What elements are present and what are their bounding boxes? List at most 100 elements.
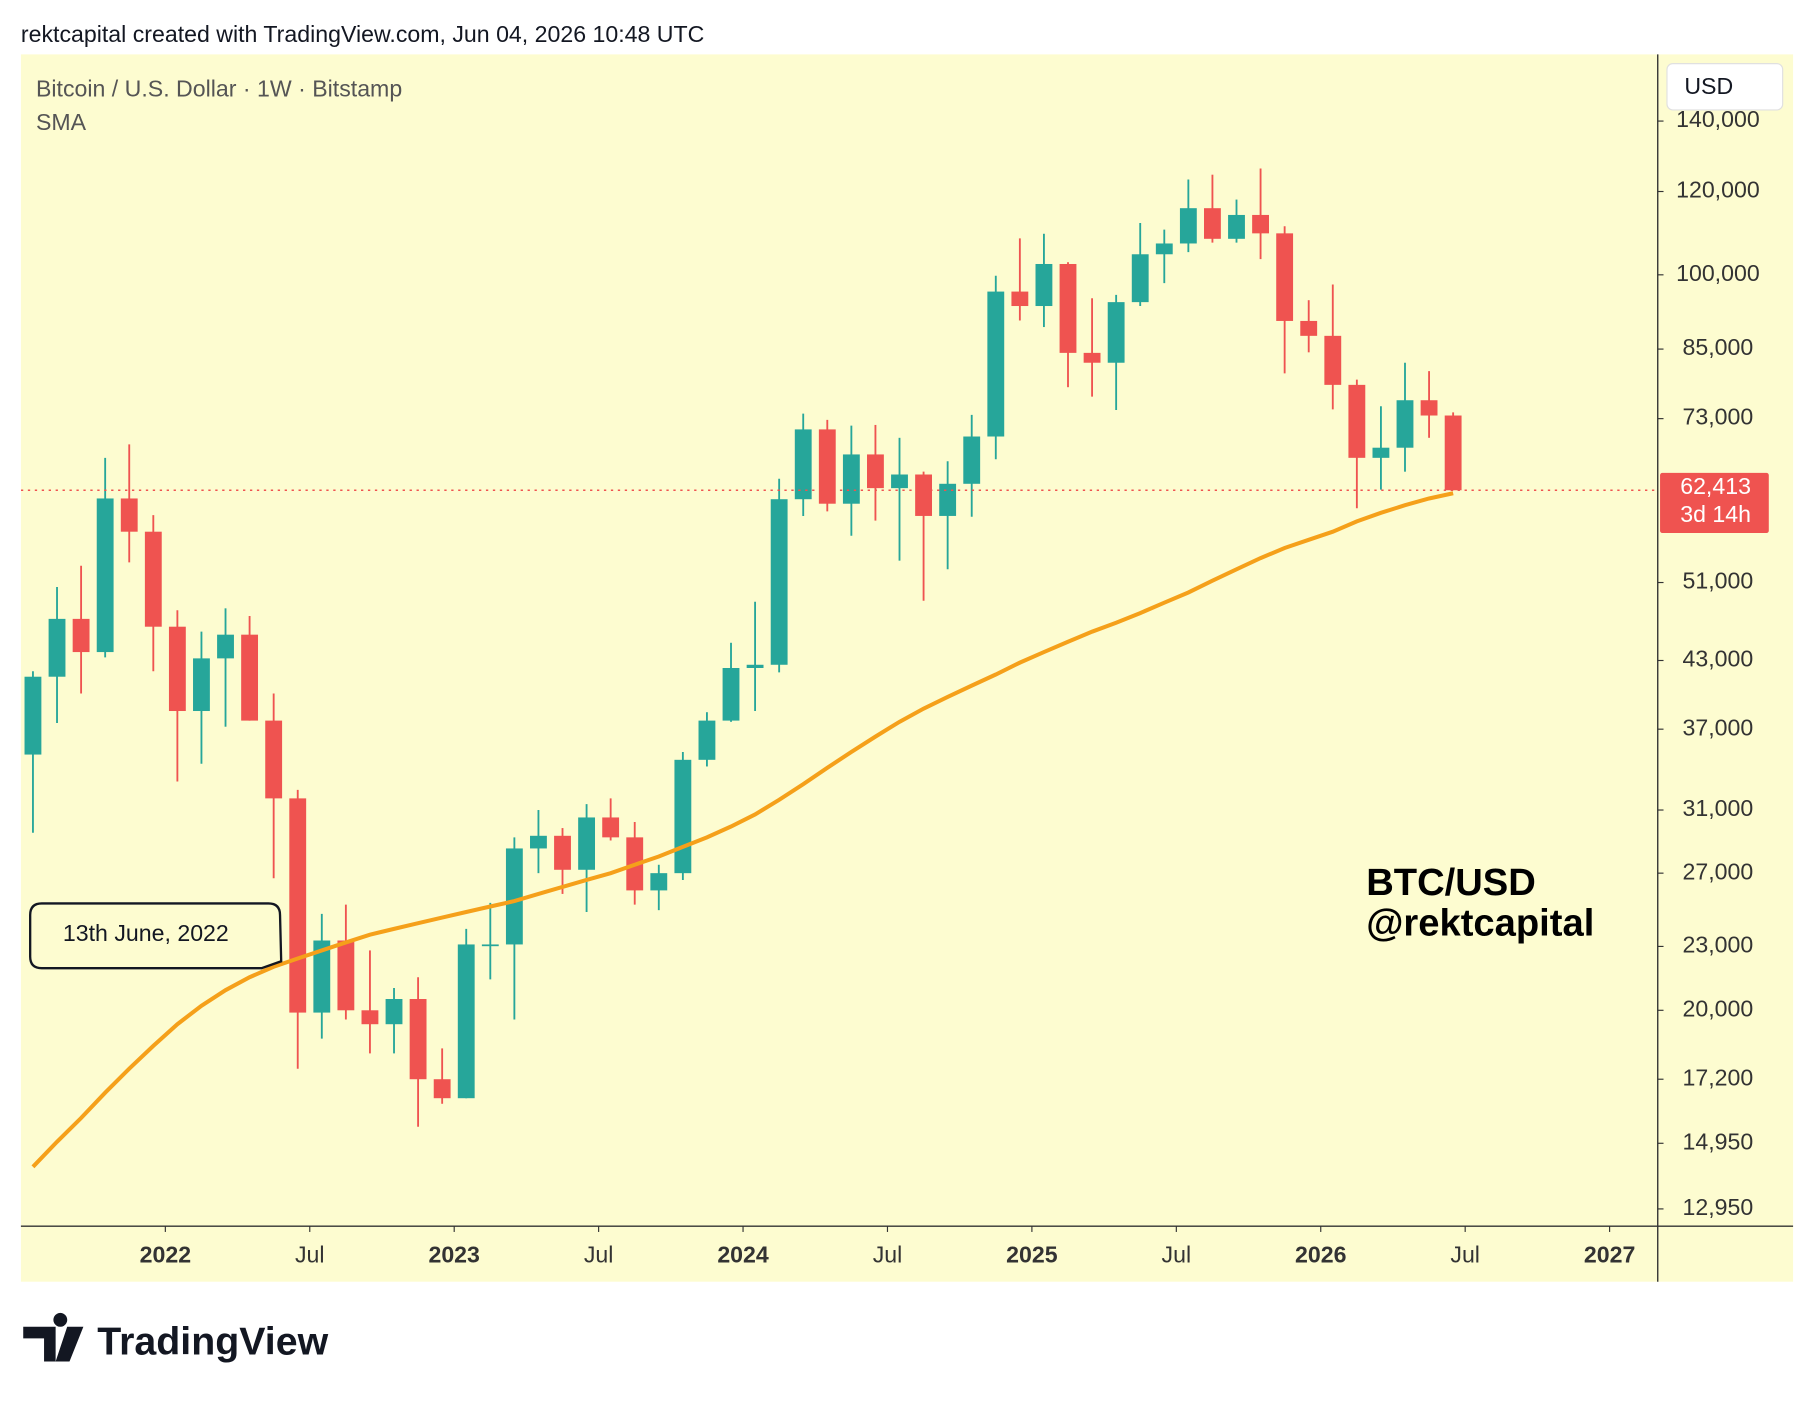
candle-body (168, 626, 186, 712)
candle-body (1179, 208, 1197, 244)
plot-area (20, 168, 1658, 1169)
candle-body (1372, 447, 1390, 458)
y-tick-label: 73,000 (1683, 404, 1754, 430)
brand: TradingView (97, 1320, 328, 1364)
header: rektcapital created with TradingView.com… (21, 21, 704, 47)
x-tick-label: Jul (295, 1241, 325, 1267)
candle-body (313, 940, 331, 1013)
candle-body (1059, 263, 1077, 353)
y-tick-label: 120,000 (1676, 177, 1760, 203)
candle-body (987, 291, 1005, 437)
annotation-text: 13th June, 2022 (63, 920, 229, 946)
candle-body (650, 873, 668, 891)
candle-body (481, 944, 499, 947)
indicator-label: SMA (36, 109, 87, 135)
y-tick-label: 17,200 (1683, 1064, 1754, 1090)
candle-body (1204, 208, 1221, 239)
x-tick-label: 2024 (717, 1241, 769, 1267)
candle-body (530, 835, 547, 849)
candle-body (963, 436, 981, 484)
candle-body (1083, 352, 1101, 363)
candle-body (1348, 384, 1366, 458)
candle-body (385, 999, 403, 1025)
candle-body (337, 940, 355, 1011)
candle-body (120, 498, 138, 532)
candle-body (1228, 214, 1245, 239)
logo-mark (23, 1312, 84, 1362)
candle-body (770, 499, 788, 665)
candle-body (818, 429, 836, 504)
x-tick-label: 2022 (140, 1241, 191, 1267)
candle-body (1155, 243, 1173, 255)
x-tick-label: 2025 (1006, 1241, 1058, 1267)
currency-label: USD (1684, 73, 1733, 99)
candle-body (361, 1010, 379, 1025)
candle-body (96, 498, 114, 653)
candle-body (24, 676, 42, 755)
annotation-callout (29, 902, 283, 970)
candle-body (457, 944, 475, 1099)
candle-body (265, 720, 283, 799)
candle-body (1300, 320, 1318, 336)
candle-body (698, 720, 716, 760)
y-tick-label: 100,000 (1676, 260, 1760, 286)
candle-body (241, 634, 259, 721)
x-tick-label: 2023 (428, 1241, 480, 1267)
y-tick-label: 31,000 (1683, 795, 1754, 821)
candle-body (1396, 400, 1414, 448)
countdown-label: 3d 14h (1680, 501, 1751, 527)
candle-body (72, 618, 90, 653)
candle-body (842, 454, 860, 504)
y-tick-label: 43,000 (1683, 646, 1754, 672)
candle-body (674, 759, 692, 874)
candle-body (1131, 254, 1149, 303)
candle-body (289, 798, 307, 1013)
candle-body (144, 531, 162, 627)
y-tick-label: 140,000 (1676, 106, 1760, 132)
y-tick-label: 27,000 (1683, 858, 1754, 884)
x-tick-label: Jul (873, 1241, 903, 1267)
candle-body (746, 664, 764, 668)
y-tick-label: 51,000 (1683, 568, 1754, 594)
watermark-line: @rektcapital (1366, 901, 1594, 944)
candle-body (1324, 335, 1342, 385)
candle-body (505, 848, 523, 945)
candle-body (1011, 291, 1029, 307)
candle-body (891, 474, 908, 489)
last-price-box (1660, 472, 1769, 534)
candle-body (1420, 400, 1438, 416)
y-tick-label: 23,000 (1683, 932, 1754, 958)
candle-body (1252, 214, 1269, 234)
candle-body (48, 618, 66, 677)
logo (23, 1312, 84, 1362)
candle-body (433, 1079, 451, 1099)
y-tick-label: 37,000 (1683, 714, 1754, 740)
candle-body (1107, 302, 1125, 363)
y-tick-label: 14,950 (1683, 1128, 1754, 1154)
y-tick-label: 20,000 (1683, 995, 1754, 1021)
sma-line (31, 491, 1454, 1169)
candle-body (1444, 415, 1462, 491)
x-tick-label: Jul (1162, 1241, 1192, 1267)
candle-body (722, 667, 740, 721)
candle-body (193, 658, 210, 712)
y-tick-label: 85,000 (1683, 334, 1754, 360)
currency-button (1666, 63, 1784, 111)
chart-background (20, 54, 1794, 1282)
candle-body (939, 483, 957, 516)
candle-body (1035, 263, 1053, 307)
x-tick-label: 2027 (1584, 1241, 1635, 1267)
x-tick-label: Jul (584, 1241, 614, 1267)
x-tick-label: 2026 (1295, 1241, 1347, 1267)
last-price-label: 62,413 (1680, 473, 1751, 499)
watermark-line: BTC/USD (1366, 861, 1536, 904)
candle-body (794, 429, 812, 500)
chart-title: Bitcoin / U.S. Dollar · 1W · Bitstamp (36, 75, 402, 101)
axes: 12,950 14,950 17,200 20,000 23,000 27,000 31,0… (140, 106, 1760, 1267)
candle-body (578, 817, 596, 870)
candle-body (217, 634, 234, 659)
candle-body (554, 835, 571, 870)
